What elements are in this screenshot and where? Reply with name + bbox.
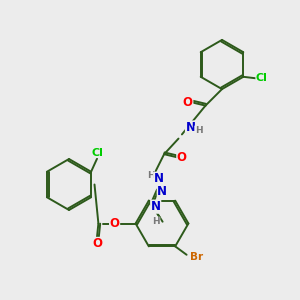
Text: H: H: [152, 217, 160, 226]
Text: N: N: [157, 185, 167, 198]
Text: N: N: [154, 172, 164, 185]
Text: N: N: [151, 200, 161, 213]
Text: H: H: [195, 126, 203, 135]
Text: O: O: [92, 237, 102, 250]
Text: O: O: [183, 96, 193, 109]
Text: O: O: [177, 151, 187, 164]
Text: Cl: Cl: [256, 73, 268, 83]
Text: Cl: Cl: [91, 148, 103, 158]
Text: N: N: [185, 121, 196, 134]
Text: O: O: [110, 217, 120, 230]
Text: H: H: [147, 171, 154, 180]
Text: Br: Br: [190, 252, 203, 262]
